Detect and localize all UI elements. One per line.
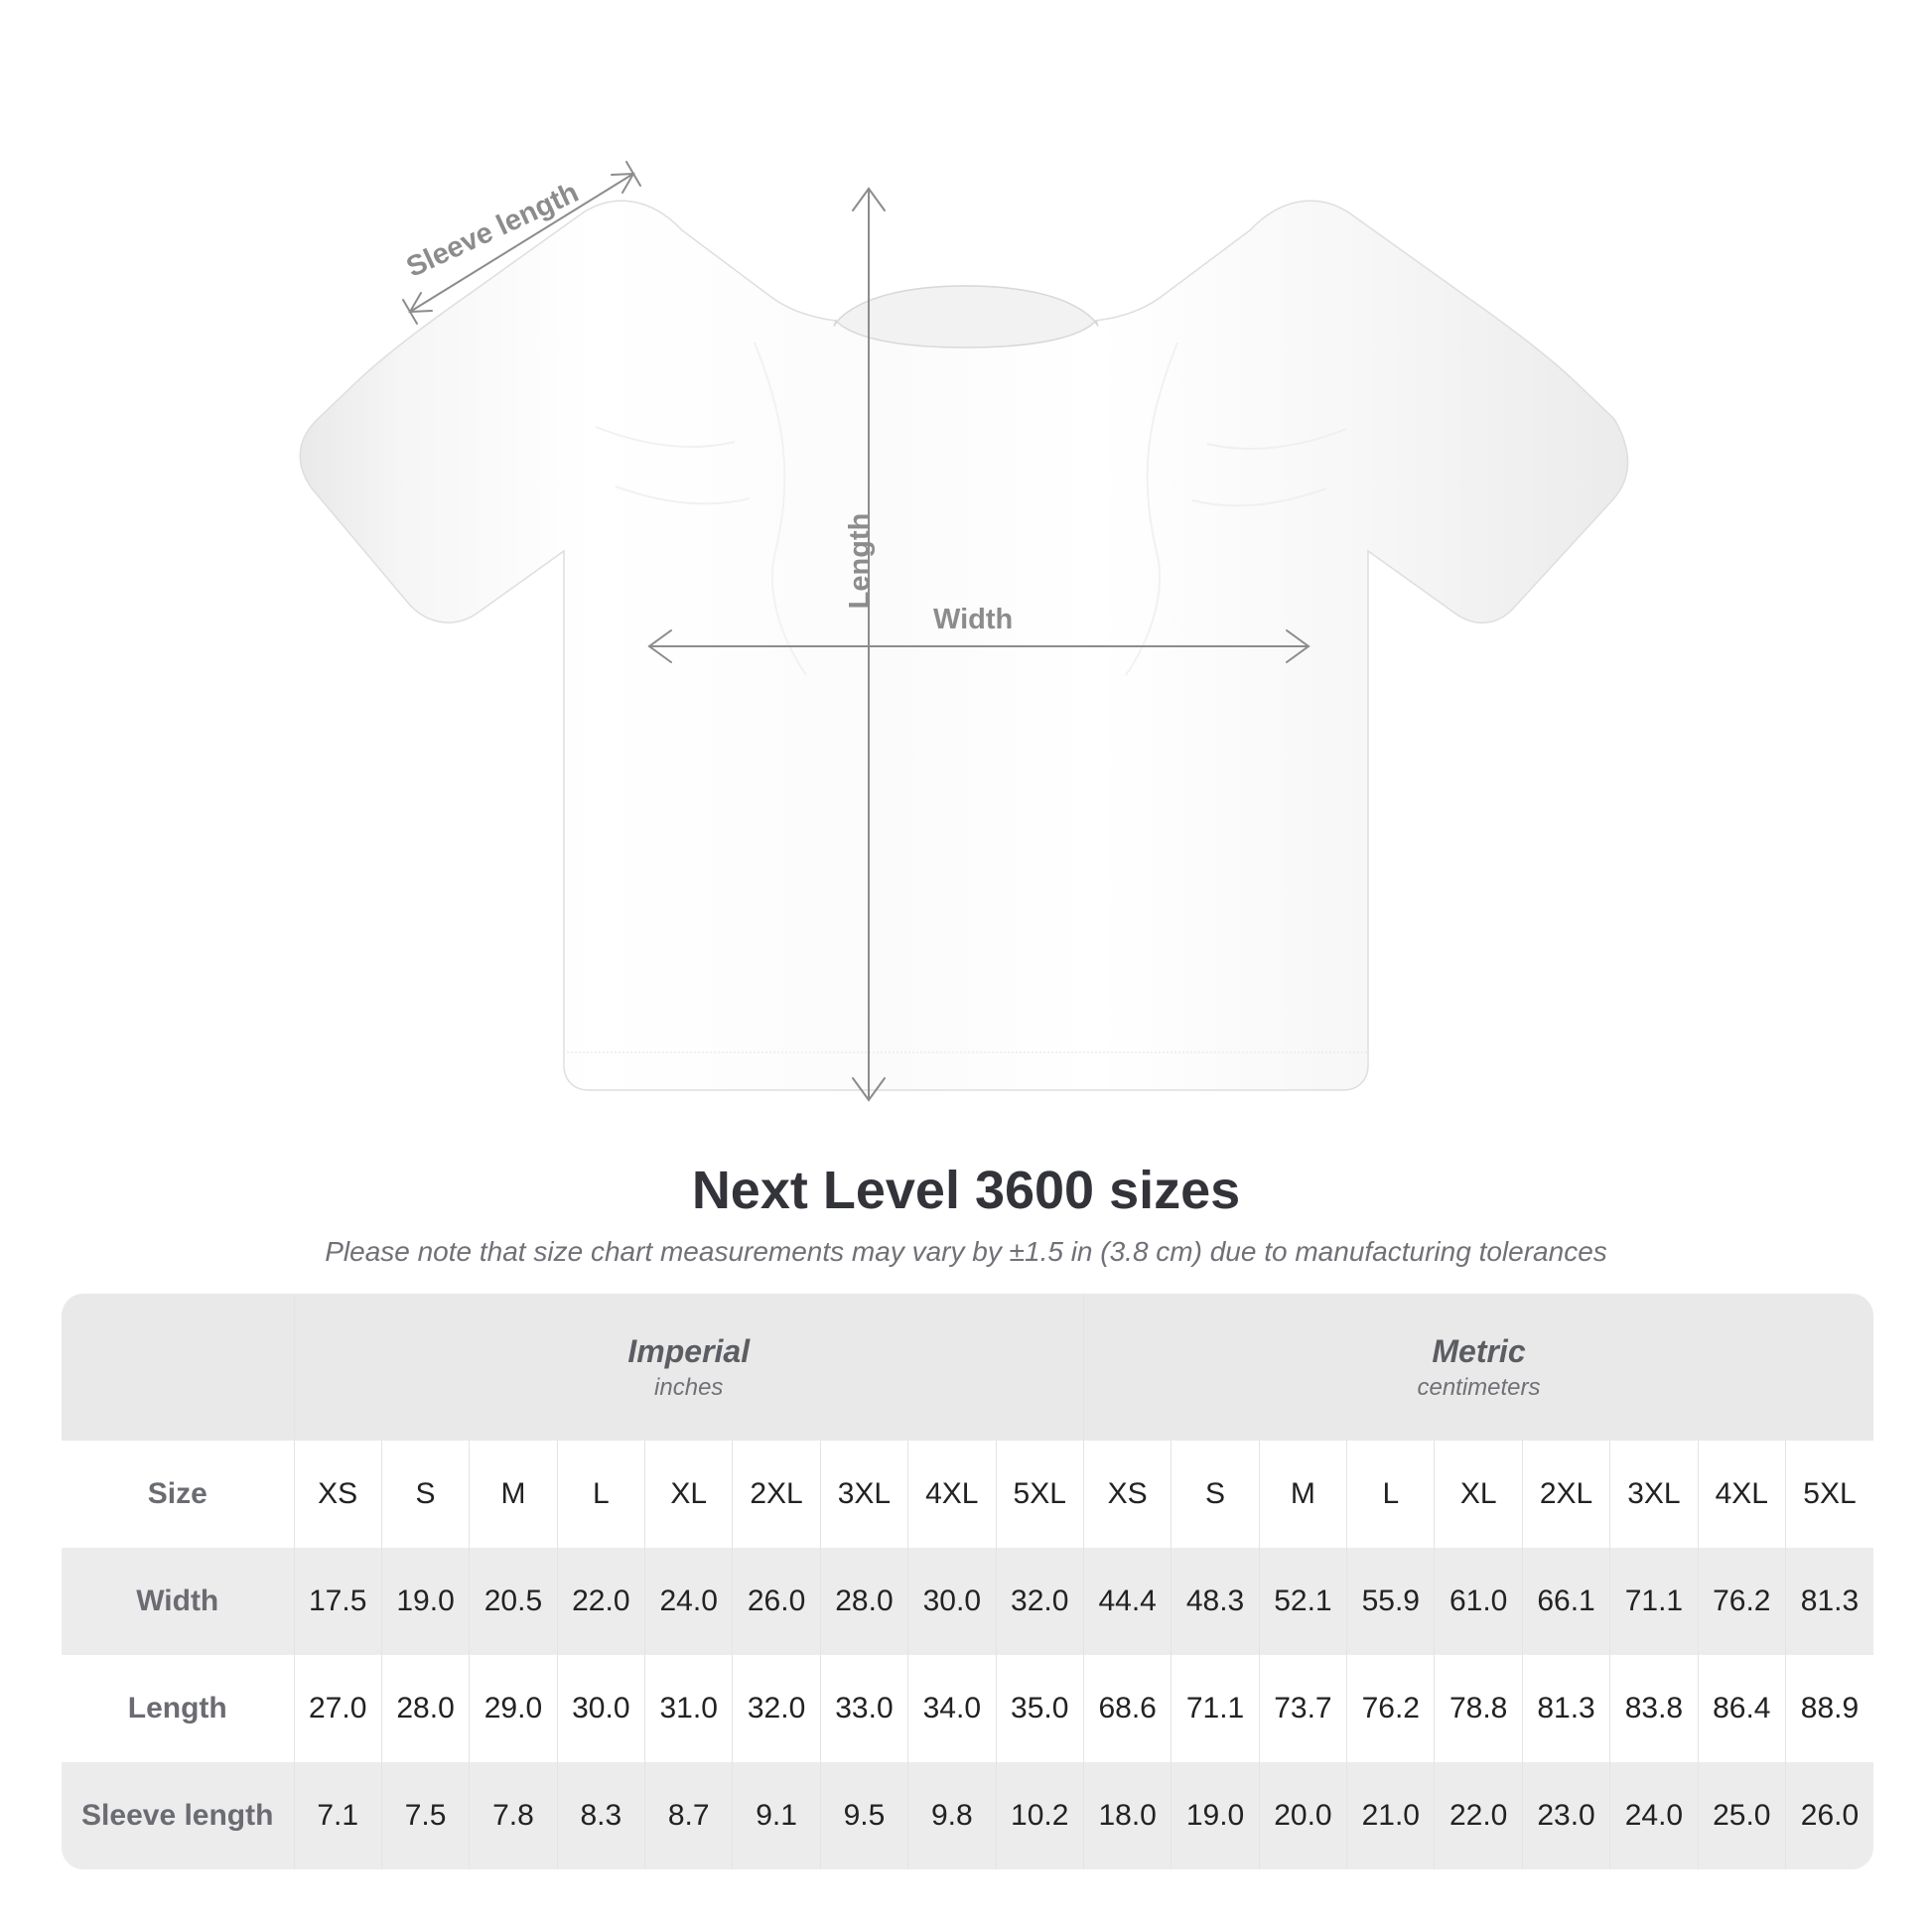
- svg-text:Length: Length: [844, 513, 876, 610]
- svg-text:Width: Width: [933, 604, 1013, 635]
